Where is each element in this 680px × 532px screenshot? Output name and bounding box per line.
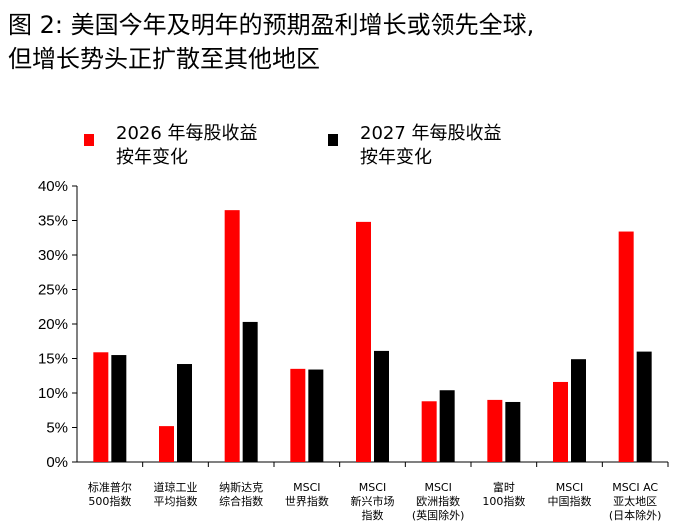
x-category-label: MSCI bbox=[556, 481, 583, 494]
bar-2027 bbox=[308, 369, 324, 462]
title-line-2: 但增长势头正扩散至其他地区 bbox=[8, 45, 320, 73]
x-category-label: 平均指数 bbox=[154, 494, 198, 508]
y-tick-label: 30% bbox=[38, 247, 68, 264]
legend-swatch-2026 bbox=[84, 134, 94, 146]
y-tick-label: 15% bbox=[38, 351, 68, 368]
chart-title: 图 2: 美国今年及明年的预期盈利增长或领先全球, 但增长势头正扩散至其他地区 bbox=[8, 8, 672, 76]
bar-2027 bbox=[177, 364, 192, 462]
legend-label-2026: 2026 年每股收益 按年变化 bbox=[116, 123, 258, 168]
y-tick-label: 10% bbox=[38, 385, 68, 402]
legend-label-2027: 2027 年每股收益 按年变化 bbox=[360, 123, 502, 168]
x-category-label: 纳斯达克 bbox=[219, 481, 263, 494]
bar-2027 bbox=[636, 351, 652, 462]
x-category-label: MSCI bbox=[424, 481, 451, 494]
y-tick-label: 5% bbox=[46, 420, 68, 437]
bar-2027 bbox=[242, 321, 258, 462]
bar-2026 bbox=[487, 399, 503, 462]
bar-2027 bbox=[439, 390, 455, 462]
x-category-label: 富时 bbox=[493, 480, 515, 494]
bar-2027 bbox=[505, 401, 521, 462]
bar-2026 bbox=[290, 368, 306, 462]
x-category-label: 世界指数 bbox=[285, 494, 329, 508]
x-category-label: 综合指数 bbox=[219, 494, 263, 508]
y-tick-label: 0% bbox=[46, 454, 68, 471]
bar-2026 bbox=[159, 426, 174, 462]
bar-2026 bbox=[356, 221, 371, 462]
x-category-label: 中国指数 bbox=[548, 494, 592, 508]
x-category-label: 新兴市场 bbox=[351, 494, 395, 508]
x-category-label: (英国除外) bbox=[412, 508, 465, 522]
x-category-label: 亚太地区 bbox=[613, 495, 657, 508]
x-category-label: 欧洲指数 bbox=[416, 494, 460, 508]
legend-swatch-2027 bbox=[328, 134, 338, 146]
y-tick-label: 25% bbox=[38, 282, 68, 299]
x-category-label: MSCI bbox=[359, 481, 386, 494]
bar-2026 bbox=[618, 231, 634, 462]
x-category-label: 指数 bbox=[362, 508, 384, 522]
bar-2026 bbox=[421, 401, 437, 462]
x-category-label: MSCI AC bbox=[612, 481, 658, 494]
bar-2027 bbox=[571, 359, 586, 462]
y-tick-label: 35% bbox=[38, 213, 68, 230]
bar-2027 bbox=[374, 350, 389, 462]
x-category-label: 道琼工业 bbox=[154, 480, 198, 494]
x-category-label: 标准普尔 bbox=[88, 480, 132, 494]
x-category-label: 500指数 bbox=[88, 494, 131, 508]
bar-2026 bbox=[224, 210, 240, 462]
x-category-label: 100指数 bbox=[482, 494, 525, 508]
bar-2026 bbox=[553, 381, 568, 462]
title-line-1: 图 2: 美国今年及明年的预期盈利增长或领先全球, bbox=[8, 11, 535, 39]
y-tick-label: 40% bbox=[38, 178, 68, 195]
x-category-label: (日本除外) bbox=[609, 508, 662, 522]
y-tick-label: 20% bbox=[38, 316, 68, 333]
x-category-label: MSCI bbox=[293, 481, 320, 494]
bar-2027 bbox=[111, 355, 127, 462]
bar-2026 bbox=[93, 352, 109, 462]
